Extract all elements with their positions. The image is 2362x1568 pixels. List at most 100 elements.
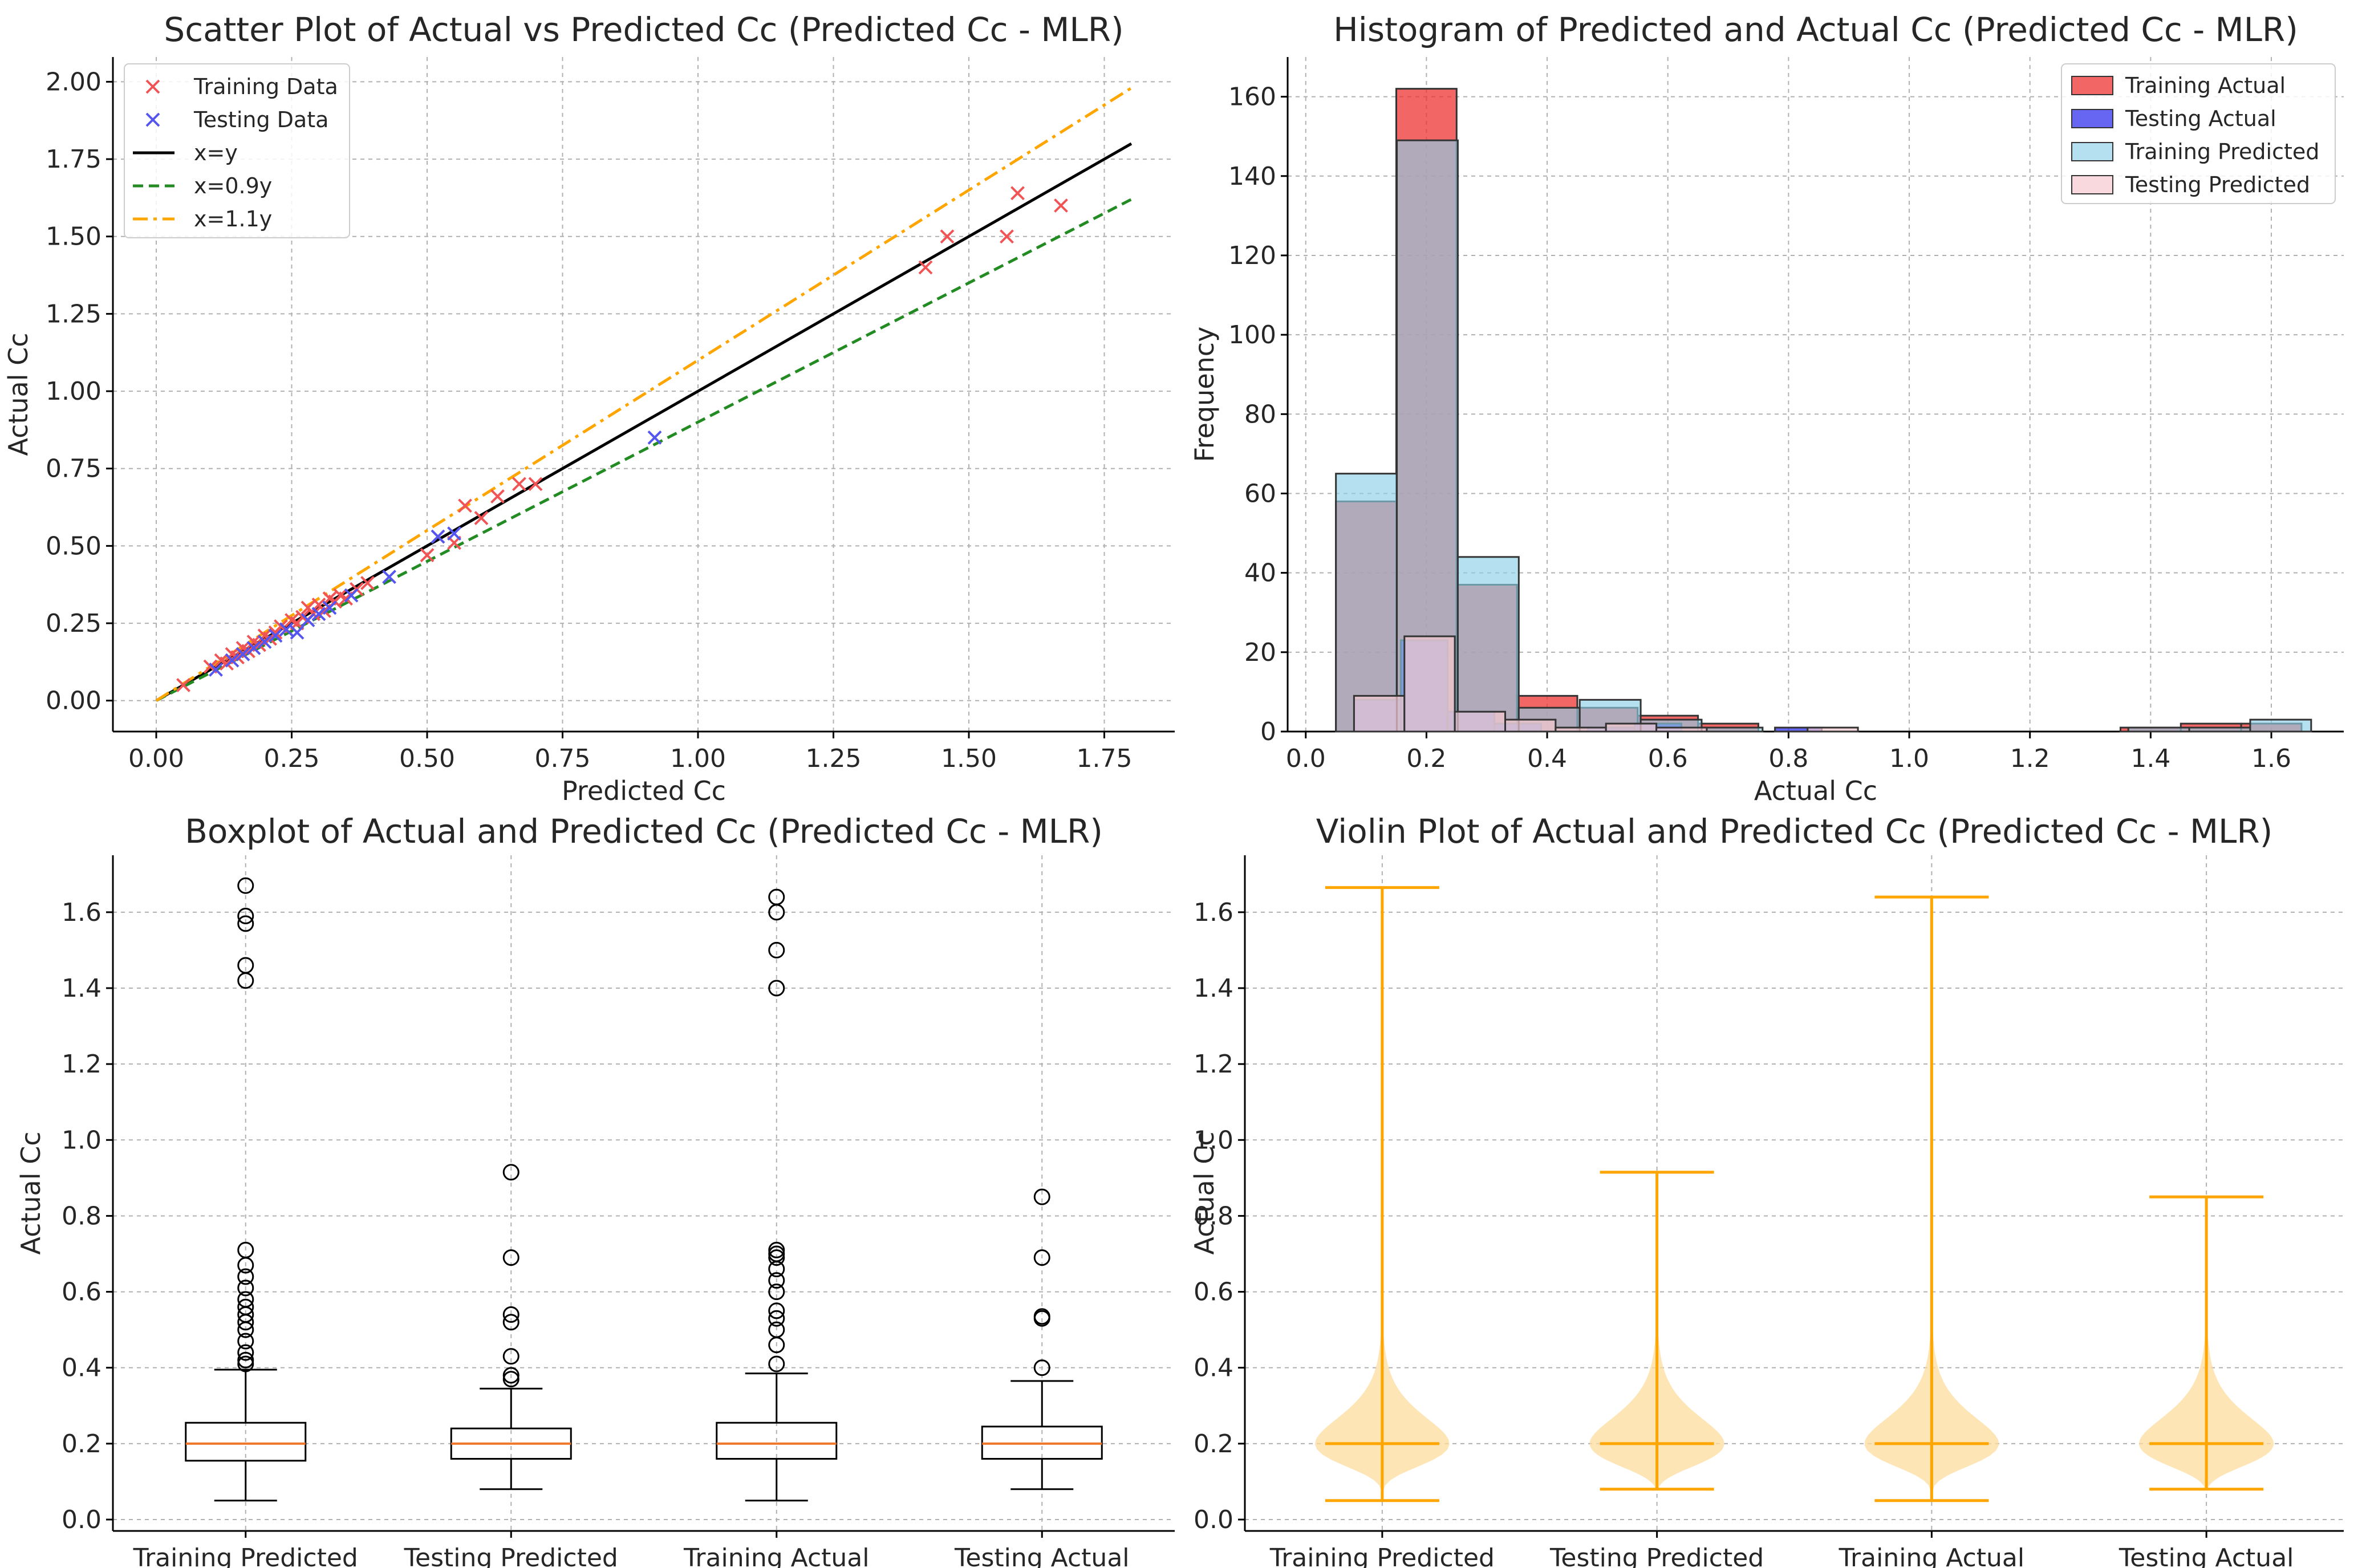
y-axis-label: Actual Cc bbox=[15, 1131, 46, 1254]
y-tick-label: 1.0 bbox=[1194, 1126, 1233, 1155]
y-tick-label: 0.2 bbox=[62, 1429, 102, 1459]
outlier-point bbox=[237, 1344, 254, 1361]
y-tick-label: 80 bbox=[1244, 400, 1276, 429]
outlier-point bbox=[768, 1355, 785, 1372]
outlier-point bbox=[1033, 1188, 1050, 1205]
y-axis-label: Frequency bbox=[1189, 327, 1220, 462]
legend-label: Testing Actual bbox=[2125, 106, 2276, 131]
x-tick-label: 0.00 bbox=[128, 744, 184, 773]
outlier-point bbox=[502, 1164, 520, 1181]
legend-swatch bbox=[2071, 175, 2113, 194]
outlier-point bbox=[502, 1314, 520, 1331]
hist-bar-testing-predicted bbox=[1555, 726, 1607, 733]
training-point bbox=[918, 260, 933, 275]
y-tick-label: 0.8 bbox=[62, 1201, 102, 1230]
y-tick-label: 0.4 bbox=[1194, 1354, 1233, 1383]
hist-bar-testing-predicted bbox=[1655, 726, 1708, 733]
violin-panel: 0.0 0.2 0.4 0.6 0.8 1.0 1.2 1.4 1.6 Training Pred… bbox=[1189, 812, 2344, 1568]
legend-marker bbox=[145, 112, 160, 127]
x-tick-label: 0.50 bbox=[399, 744, 455, 773]
x-tick-label: 1.2 bbox=[2010, 744, 2050, 773]
x-axis-label: Predicted Cc bbox=[562, 775, 726, 806]
testing-point bbox=[246, 641, 261, 655]
y-tick-label: 1.2 bbox=[1194, 1050, 1233, 1079]
testing-point bbox=[447, 526, 461, 541]
y-tick-label: 120 bbox=[1228, 241, 1276, 270]
y-tick-label: 100 bbox=[1228, 320, 1276, 350]
x-tick-label: Training Predicted bbox=[1269, 1543, 1495, 1568]
y-tick-label: 0.2 bbox=[1194, 1429, 1233, 1459]
testing-point bbox=[322, 600, 337, 615]
outlier-point bbox=[237, 1351, 254, 1368]
y-tick-label: 0.25 bbox=[46, 609, 102, 638]
outlier-point bbox=[237, 1291, 254, 1308]
x-tick-label: 1.75 bbox=[1077, 744, 1133, 773]
histogram-panel: 0 20 40 60 80 100 120 140 160 0.0 0.2 0.4 0.6 0.8 1.0 1… bbox=[1189, 10, 2344, 806]
y-tick-label: 1.4 bbox=[1194, 974, 1233, 1003]
y-tick-label: 1.00 bbox=[46, 377, 102, 406]
testing-point bbox=[279, 622, 294, 637]
x-tick-label: Testing Predicted bbox=[1549, 1543, 1764, 1568]
y-tick-label: 1.6 bbox=[62, 898, 102, 927]
x-tick-label: 0.0 bbox=[1286, 744, 1326, 773]
outlier-point bbox=[1033, 1308, 1050, 1325]
x-tick-label: 1.4 bbox=[2130, 744, 2170, 773]
legend-swatch bbox=[2071, 142, 2113, 161]
x-tick-label: 0.75 bbox=[535, 744, 591, 773]
training-point bbox=[1010, 186, 1025, 201]
hist-bar-training-predicted bbox=[1396, 139, 1459, 733]
legend-label: x=0.9y bbox=[194, 173, 272, 198]
y-tick-label: 0 bbox=[1260, 717, 1276, 746]
testing-point bbox=[301, 613, 315, 628]
training-point bbox=[528, 477, 543, 491]
outlier-point bbox=[768, 1272, 785, 1289]
hist-bar-testing-predicted bbox=[1353, 694, 1406, 733]
y-tick-label: 20 bbox=[1244, 638, 1276, 667]
hist-bar-testing-predicted bbox=[1504, 718, 1557, 733]
x-tick-label: Training Actual bbox=[683, 1543, 869, 1568]
outlier-point bbox=[768, 941, 785, 958]
legend-box bbox=[2061, 63, 2336, 204]
x-tick-label: 0.4 bbox=[1527, 744, 1567, 773]
outlier-point bbox=[768, 888, 785, 905]
y-tick-label: 1.4 bbox=[62, 974, 102, 1003]
hist-bar-testing-predicted bbox=[1807, 726, 1859, 733]
outlier-point bbox=[237, 1333, 254, 1350]
x-tick-label: 1.6 bbox=[2251, 744, 2291, 773]
legend-box bbox=[124, 63, 350, 238]
x-tick-label: 1.25 bbox=[806, 744, 862, 773]
x-tick-label: Training Predicted bbox=[133, 1543, 358, 1568]
legend-label: Testing Data bbox=[193, 107, 328, 132]
training-point bbox=[940, 229, 955, 244]
chart-title: Boxplot of Actual and Predicted Cc (Pred… bbox=[185, 812, 1103, 851]
outlier-point bbox=[502, 1371, 520, 1388]
y-tick-label: 0.4 bbox=[62, 1354, 102, 1383]
outlier-point bbox=[768, 1245, 785, 1262]
hist-bar-testing-predicted bbox=[1454, 710, 1507, 733]
training-point bbox=[360, 576, 375, 590]
training-point bbox=[458, 498, 472, 513]
testing-point bbox=[225, 653, 240, 668]
legend-label: Training Actual bbox=[2125, 73, 2286, 98]
chart-title: Violin Plot of Actual and Predicted Cc (… bbox=[1316, 812, 2273, 851]
y-tick-label: 160 bbox=[1228, 83, 1276, 112]
legend-label: x=y bbox=[194, 140, 238, 165]
y-tick-label: 1.50 bbox=[46, 222, 102, 251]
hist-bar-testing-predicted bbox=[1605, 722, 1658, 733]
x-axis-label: Actual Cc bbox=[1754, 775, 1877, 806]
training-point bbox=[474, 511, 489, 525]
outlier-point bbox=[768, 1249, 785, 1266]
outlier-point bbox=[237, 957, 254, 974]
x-tick-label: 1.0 bbox=[1889, 744, 1929, 773]
y-tick-label: 1.0 bbox=[62, 1126, 102, 1155]
y-tick-label: 0.6 bbox=[1194, 1278, 1233, 1307]
outlier-point bbox=[237, 877, 254, 894]
outlier-point bbox=[502, 1306, 520, 1323]
box bbox=[716, 1421, 838, 1460]
outlier-point bbox=[768, 1241, 785, 1258]
outlier-point bbox=[237, 1241, 254, 1258]
x-tick-label: 0.6 bbox=[1648, 744, 1688, 773]
legend-label: x=1.1y bbox=[194, 206, 272, 231]
outlier-point bbox=[237, 915, 254, 932]
